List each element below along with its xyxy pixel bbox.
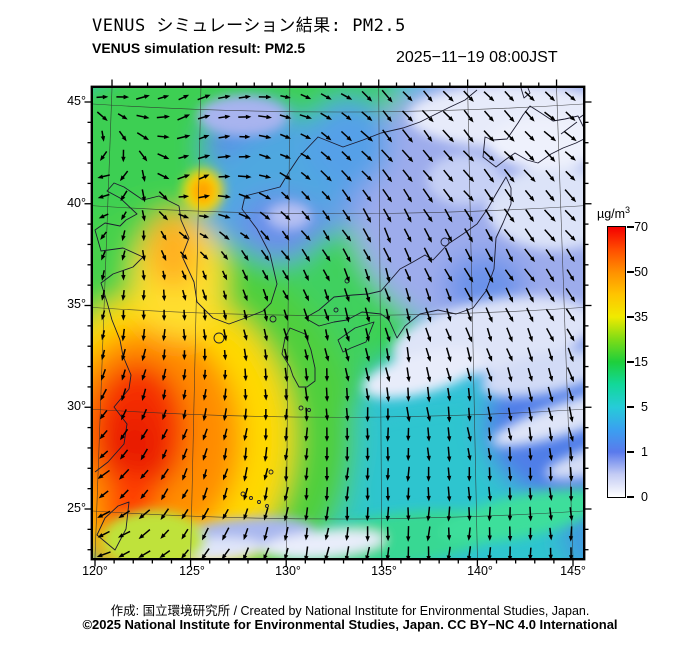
lon-tick-label: 130° <box>275 564 301 578</box>
lat-tick-label: 25° <box>67 501 86 515</box>
credit-text: 作成: 国立環境研究所 / Created by National Instit… <box>110 604 590 618</box>
lon-tick-label: 140° <box>467 564 493 578</box>
license-text: ©2025 National Institute for Environment… <box>82 617 618 632</box>
colorbar-tick-label: 1 <box>641 445 648 459</box>
page-title-japanese: VENUS シミュレーション結果: PM2.5 <box>92 16 406 36</box>
colorbar-tick-label: 0 <box>641 490 648 504</box>
graticule-layer <box>93 88 583 558</box>
colorbar-tick-label: 5 <box>641 400 648 414</box>
map-frame <box>90 85 586 561</box>
timestamp: 2025−11−19 08:00JST <box>396 49 558 66</box>
coastline-layer <box>94 88 583 551</box>
colorbar-tick-label: 35 <box>634 310 648 324</box>
lat-tick-label: 35° <box>67 297 86 311</box>
lon-tick-label: 120° <box>82 564 108 578</box>
colorbar-tick <box>627 226 634 228</box>
colorbar-tick <box>627 451 634 453</box>
colorbar-tick <box>627 271 634 273</box>
colorbar-unit-label: µg/m3 <box>597 205 631 222</box>
colorbar-tick-label: 70 <box>634 220 648 234</box>
colorbar-tick <box>627 361 634 363</box>
map-canvas <box>84 79 592 567</box>
colorbar-tick-label: 15 <box>634 355 648 369</box>
colorbar-tick <box>627 316 634 318</box>
colorbar-tick <box>627 496 634 498</box>
lon-tick-label: 135° <box>371 564 397 578</box>
page-title-english: VENUS simulation result: PM2.5 <box>92 40 306 56</box>
lat-tick-label: 30° <box>67 399 86 413</box>
pm25-field-layer <box>93 88 583 558</box>
lon-tick-label: 125° <box>179 564 205 578</box>
map-panel <box>84 79 592 567</box>
wind-arrows-layer <box>96 89 577 558</box>
map-edge-ticks <box>84 79 592 567</box>
lat-tick-label: 45° <box>67 94 86 108</box>
lon-tick-label: 145° <box>560 564 586 578</box>
colorbar-gradient <box>607 226 626 498</box>
lat-tick-label: 40° <box>67 196 86 210</box>
colorbar-tick-label: 50 <box>634 265 648 279</box>
colorbar-tick <box>627 406 634 408</box>
